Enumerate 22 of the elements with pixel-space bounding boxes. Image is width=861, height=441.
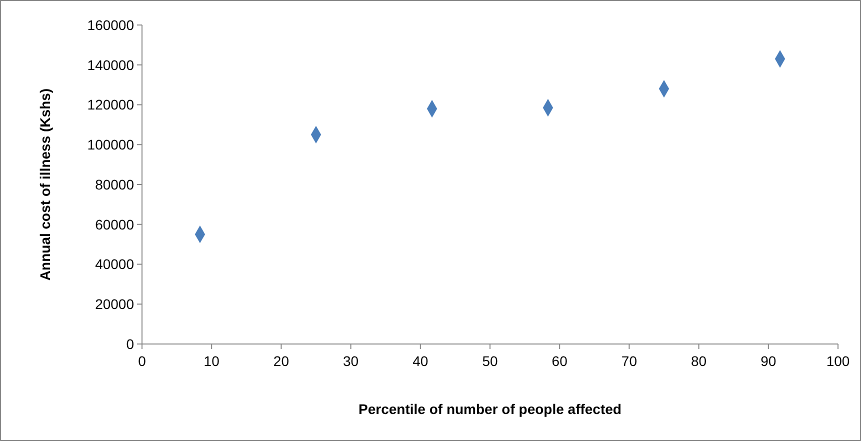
x-tick-label: 30 xyxy=(343,353,359,369)
x-tick-label: 70 xyxy=(621,353,638,369)
y-tick-label: 160000 xyxy=(87,16,134,33)
x-tick-label: 50 xyxy=(482,353,498,369)
x-tick-label: 60 xyxy=(552,353,568,369)
y-tick-label: 100000 xyxy=(87,136,134,153)
x-tick-label: 40 xyxy=(412,353,428,369)
x-tick-label: 0 xyxy=(138,353,146,369)
x-tick-label: 80 xyxy=(691,353,707,369)
x-tick-label: 90 xyxy=(760,353,776,369)
y-tick-label: 120000 xyxy=(87,96,134,113)
x-axis-title: Percentile of number of people affected xyxy=(358,401,622,417)
x-tick-label: 100 xyxy=(826,353,850,369)
x-tick-label: 10 xyxy=(204,353,220,369)
y-axis-title: Annual cost of illness (Kshs) xyxy=(37,88,53,281)
x-tick-label: 20 xyxy=(273,353,290,369)
y-tick-label: 60000 xyxy=(95,216,134,232)
y-tick-label: 20000 xyxy=(95,296,134,312)
y-tick-label: 80000 xyxy=(95,176,134,192)
y-tick-label: 0 xyxy=(126,336,134,352)
y-tick-label: 140000 xyxy=(87,56,134,73)
y-tick-label: 40000 xyxy=(95,256,134,272)
